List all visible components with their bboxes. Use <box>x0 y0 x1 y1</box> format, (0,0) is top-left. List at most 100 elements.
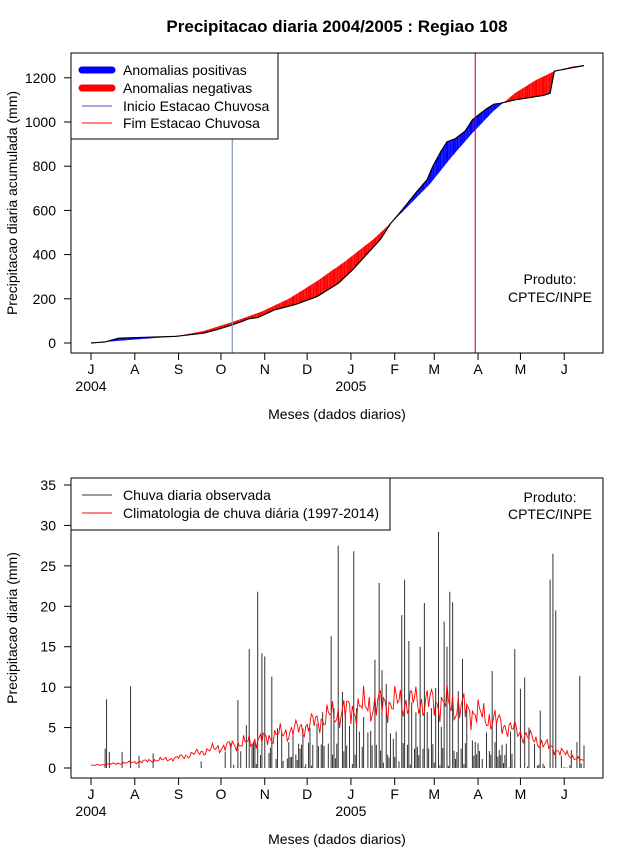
negative-anomaly-segment <box>329 271 332 289</box>
positive-anomaly-segment <box>122 338 124 341</box>
negative-anomaly-segment <box>267 308 269 314</box>
negative-anomaly-segment <box>550 72 552 94</box>
top-annotation-line1: Produto: <box>524 271 577 287</box>
positive-anomaly-segment <box>454 138 456 155</box>
year-label: 2004 <box>75 378 106 394</box>
positive-anomaly-segment <box>490 105 493 114</box>
negative-anomaly-segment <box>256 313 258 318</box>
x-tick-label: F <box>390 361 399 377</box>
positive-anomaly-segment <box>442 146 445 168</box>
positive-anomaly-segment <box>489 106 491 116</box>
y-tick-label: 20 <box>40 598 56 614</box>
negative-anomaly-segment <box>339 264 342 283</box>
negative-anomaly-segment <box>517 90 520 100</box>
negative-anomaly-segment <box>261 310 264 316</box>
positive-anomaly-segment <box>437 155 439 176</box>
negative-anomaly-segment <box>543 75 545 96</box>
negative-anomaly-segment <box>297 292 299 304</box>
x-tick-label: M <box>428 786 440 802</box>
climatology-line <box>90 683 585 766</box>
positive-anomaly-segment <box>469 122 471 137</box>
bottom-plot-area <box>90 531 585 768</box>
y-tick-label: 10 <box>40 679 56 695</box>
negative-anomaly-segment <box>533 80 535 98</box>
negative-anomaly-segment <box>253 314 255 319</box>
negative-anomaly-segment <box>523 87 525 99</box>
negative-anomaly-segment <box>545 74 548 95</box>
negative-anomaly-segment <box>362 246 364 260</box>
positive-anomaly-segment <box>445 141 447 165</box>
negative-anomaly-segment <box>326 273 329 291</box>
negative-anomaly-segment <box>300 290 302 303</box>
bottom-legend-box <box>70 477 391 531</box>
positive-anomaly-segment <box>446 141 449 163</box>
negative-anomaly-segment <box>314 282 316 298</box>
x-tick-label: J <box>88 361 95 377</box>
negative-anomaly-segment <box>285 299 288 307</box>
negative-anomaly-segment <box>534 80 536 97</box>
negative-anomaly-segment <box>321 277 323 294</box>
positive-anomaly-segment <box>444 144 446 167</box>
x-tick-label: J <box>347 361 354 377</box>
positive-anomaly-segment <box>478 114 480 128</box>
negative-anomaly-segment <box>527 84 529 98</box>
x-tick-label: A <box>130 786 140 802</box>
positive-anomaly-segment <box>485 108 487 120</box>
positive-anomaly-segment <box>456 136 459 151</box>
positive-anomaly-segment <box>434 161 436 179</box>
x-tick-label: S <box>174 786 183 802</box>
negative-anomaly-segment <box>308 285 310 300</box>
negative-anomaly-segment <box>336 266 339 285</box>
chart-title: Precipitacao diaria 2004/2005 : Regiao 1… <box>166 17 507 36</box>
negative-anomaly-segment <box>355 252 357 267</box>
negative-anomaly-segment <box>335 267 337 286</box>
negative-anomaly-segment <box>271 306 274 312</box>
negative-anomaly-segment <box>377 233 380 243</box>
positive-anomaly-segment <box>463 130 466 143</box>
negative-anomaly-segment <box>328 272 330 290</box>
x-tick-label: A <box>130 361 140 377</box>
x-tick-label: O <box>216 361 227 377</box>
x-tick-label: M <box>515 786 527 802</box>
negative-anomaly-segment <box>252 314 254 319</box>
x-tick-label: D <box>302 786 312 802</box>
x-tick-label: A <box>473 361 483 377</box>
negative-anomaly-segment <box>298 291 301 304</box>
positive-anomaly-segment <box>493 104 496 111</box>
positive-anomaly-segment <box>451 139 453 158</box>
x-tick-label: J <box>561 361 568 377</box>
negative-anomaly-segment <box>273 305 275 311</box>
negative-anomaly-segment <box>530 82 532 98</box>
negative-anomaly-segment <box>531 81 534 98</box>
negative-anomaly-segment <box>348 257 350 275</box>
legend-label-positive: Anomalias positivas <box>123 62 247 78</box>
y-tick-label: 25 <box>40 558 56 574</box>
bottom-annotation-line2: CPTEC/INPE <box>508 506 592 522</box>
y-tick-label: 30 <box>40 517 56 533</box>
legend-label-end: Fim Estacao Chuvosa <box>123 115 260 131</box>
negative-anomaly-segment <box>301 289 303 303</box>
negative-anomaly-segment <box>544 75 546 96</box>
negative-anomaly-segment <box>341 263 343 281</box>
negative-anomaly-segment <box>338 265 340 284</box>
negative-anomaly-segment <box>528 83 531 98</box>
year-label: 2005 <box>335 378 366 394</box>
negative-anomaly-segment <box>547 73 549 95</box>
negative-anomaly-segment <box>376 235 378 244</box>
x-tick-label: A <box>473 786 483 802</box>
positive-anomaly-segment <box>480 112 483 125</box>
negative-anomaly-segment <box>510 95 512 101</box>
negative-anomaly-segment <box>520 88 522 100</box>
negative-anomaly-segment <box>519 89 521 100</box>
negative-anomaly-segment <box>305 287 308 301</box>
negative-anomaly-segment <box>514 92 517 100</box>
negative-anomaly-segment <box>509 96 511 102</box>
positive-anomaly-segment <box>470 119 473 135</box>
negative-anomaly-segment <box>284 300 286 308</box>
x-tick-label: D <box>302 361 312 377</box>
y-tick-label: 800 <box>33 158 57 174</box>
positive-anomaly-segment <box>497 103 500 108</box>
positive-anomaly-segment <box>455 137 457 153</box>
negative-anomaly-segment <box>374 236 377 246</box>
